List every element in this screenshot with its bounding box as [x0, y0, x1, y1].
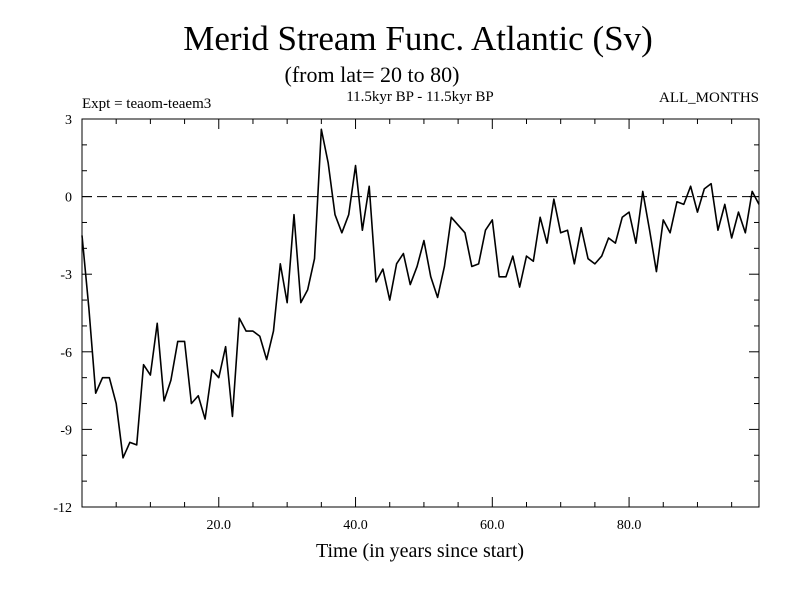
x-tick-label: 60.0	[480, 518, 505, 533]
period-label: 11.5kyr BP - 11.5kyr BP	[346, 89, 494, 105]
season-label: ALL_MONTHS	[659, 90, 759, 106]
series-line	[81, 128, 760, 459]
y-tick-label: -3	[60, 268, 72, 283]
x-tick-label: 80.0	[617, 518, 642, 533]
y-tick-label: -6	[60, 346, 72, 361]
y-tick-label: -9	[60, 423, 72, 438]
series-layer	[81, 128, 760, 459]
y-tick-label: 0	[65, 191, 72, 206]
plot-frame	[81, 118, 760, 508]
chart-title: Merid Stream Func. Atlantic (Sv)	[183, 19, 653, 58]
x-tick-label: 40.0	[343, 518, 368, 533]
experiment-label: Expt = teaom-teaem3	[82, 96, 211, 112]
y-tick-label: -12	[53, 501, 72, 516]
tick-marks	[82, 118, 759, 508]
chart-subtitle: (from lat= 20 to 80)	[285, 62, 460, 87]
x-tick-label: 20.0	[207, 518, 232, 533]
x-tick-labels: 20.0 40.0 60.0 80.0	[207, 518, 642, 533]
y-tick-label: 3	[65, 113, 72, 128]
y-tick-labels: 3 0 -3 -6 -9 -12	[53, 113, 72, 516]
x-axis-label: Time (in years since start)	[316, 540, 524, 562]
